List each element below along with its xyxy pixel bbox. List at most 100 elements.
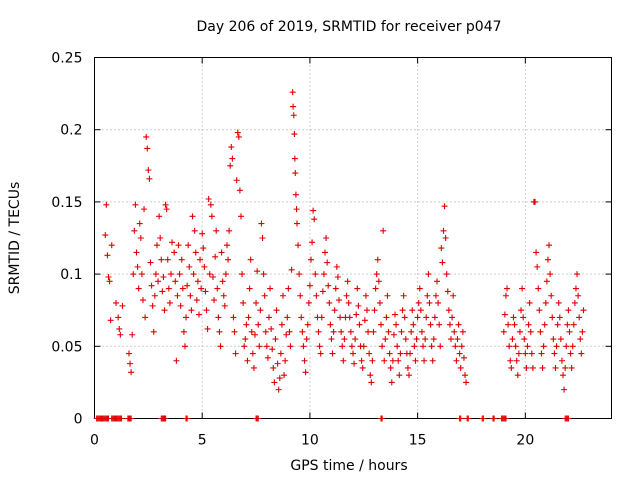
data-point	[376, 299, 383, 306]
data-point	[289, 89, 296, 96]
data-point	[384, 292, 391, 299]
data-point	[425, 271, 432, 278]
data-point	[176, 271, 183, 278]
data-point	[300, 343, 307, 350]
data-point	[312, 271, 319, 278]
data-point	[350, 350, 356, 357]
data-point	[370, 328, 377, 335]
data-point	[159, 288, 166, 295]
data-point	[243, 321, 250, 328]
data-point	[561, 386, 568, 393]
data-point	[315, 328, 322, 335]
data-point	[279, 292, 286, 299]
data-point	[152, 271, 159, 278]
data-point	[518, 307, 525, 314]
data-point	[183, 314, 190, 321]
data-point	[184, 282, 191, 289]
data-point	[359, 364, 366, 371]
y-tick-label: 0.1	[60, 267, 82, 283]
data-point	[536, 307, 543, 314]
data-point	[148, 282, 155, 289]
data-point	[440, 227, 447, 234]
data-point	[527, 328, 534, 335]
data-point	[453, 357, 460, 364]
data-point	[162, 415, 169, 422]
data-point	[161, 307, 168, 314]
data-point	[560, 372, 567, 379]
data-point	[335, 297, 342, 304]
data-point	[292, 191, 299, 198]
data-point	[212, 253, 219, 260]
data-point	[270, 364, 277, 371]
data-point	[310, 207, 317, 214]
data-point	[205, 196, 212, 203]
data-point	[534, 263, 541, 270]
data-point	[209, 273, 216, 280]
data-point	[127, 360, 134, 367]
data-point	[434, 278, 441, 285]
data-point	[116, 325, 123, 332]
data-point	[436, 321, 443, 328]
data-point	[103, 201, 110, 208]
data-point	[263, 343, 270, 350]
data-point	[181, 343, 188, 350]
data-point	[156, 213, 163, 220]
data-point	[271, 379, 278, 386]
x-tick-label: 10	[301, 433, 319, 449]
data-point	[207, 201, 214, 208]
data-point	[567, 350, 574, 357]
data-point	[184, 415, 191, 422]
data-point	[220, 292, 227, 299]
data-point	[301, 357, 308, 364]
data-point	[400, 292, 407, 299]
data-point	[387, 364, 394, 371]
data-point	[450, 292, 457, 299]
data-point	[549, 314, 556, 321]
data-point	[113, 299, 120, 306]
data-point	[455, 321, 462, 328]
data-point	[296, 271, 303, 278]
data-point	[538, 350, 545, 357]
data-point	[206, 271, 213, 278]
data-point	[215, 314, 222, 321]
data-point	[186, 263, 193, 270]
data-point	[203, 307, 210, 314]
data-point	[146, 175, 153, 182]
data-point	[509, 336, 516, 343]
data-point	[417, 307, 424, 314]
data-point	[204, 325, 211, 332]
data-point	[254, 268, 261, 275]
data-point	[382, 336, 389, 343]
data-point	[451, 328, 458, 335]
data-point	[197, 256, 204, 263]
x-tick-labels: 0 5 10 15 20	[90, 433, 534, 449]
data-point	[216, 328, 223, 335]
data-point	[257, 307, 264, 314]
data-point	[104, 252, 111, 259]
data-point	[525, 321, 532, 328]
data-point	[258, 220, 265, 227]
data-point	[375, 278, 382, 285]
data-point	[441, 203, 448, 210]
data-point	[180, 328, 187, 335]
data-point	[523, 364, 530, 371]
data-point	[548, 292, 555, 299]
data-point	[355, 302, 362, 309]
data-point	[246, 285, 253, 292]
data-point	[174, 292, 181, 299]
data-point	[262, 328, 269, 335]
data-point	[522, 350, 529, 357]
data-point	[432, 292, 439, 299]
data-point	[457, 364, 464, 371]
data-point	[290, 112, 297, 119]
data-point	[379, 343, 386, 350]
data-point	[465, 415, 472, 422]
data-point	[175, 242, 182, 249]
data-point	[463, 379, 470, 386]
data-point	[339, 343, 346, 350]
data-point	[108, 242, 115, 249]
data-point	[311, 216, 318, 223]
data-point	[337, 314, 344, 321]
data-point	[551, 350, 558, 357]
data-point	[395, 357, 402, 364]
